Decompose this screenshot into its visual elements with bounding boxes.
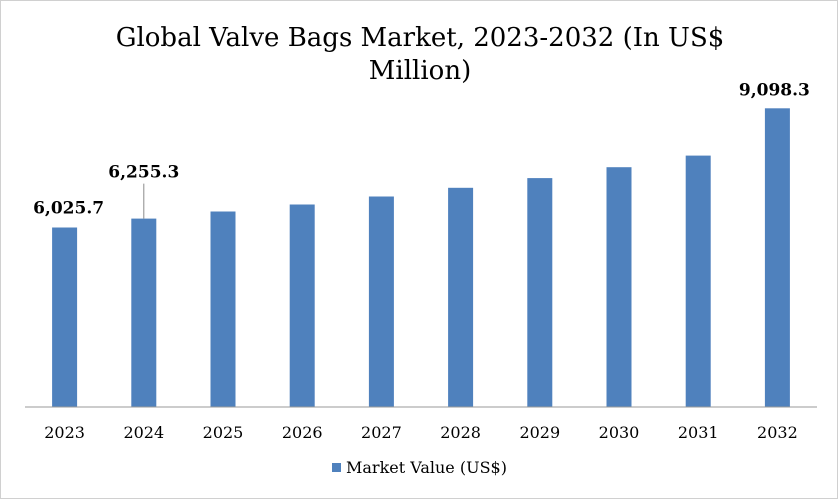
legend-swatch <box>332 463 341 472</box>
x-tick-label-2032: 2032 <box>757 423 798 442</box>
bar-2031 <box>685 155 711 407</box>
bars-group <box>52 108 790 408</box>
x-tick-labels: 2023 2024 2025 2026 2027 2028 2029 2030 2031 2032 <box>44 423 798 442</box>
bar-2025 <box>210 211 236 407</box>
x-tick-label-2026: 2026 <box>282 423 323 442</box>
x-tick-label-2030: 2030 <box>599 423 640 442</box>
data-label-2024: 6,255.3 <box>108 163 179 183</box>
x-tick-label-2025: 2025 <box>203 423 244 442</box>
data-label-2023: 6,025.7 <box>33 199 104 219</box>
data-label-2032: 9,098.3 <box>739 80 810 100</box>
bar-2030 <box>606 167 632 407</box>
bar-2028 <box>448 187 474 407</box>
bar-2027 <box>368 196 394 407</box>
chart-title-line-1: Global Valve Bags Market, 2023-2032 (In … <box>116 23 725 53</box>
x-tick-label-2023: 2023 <box>44 423 85 442</box>
legend: Market Value (US$) <box>332 458 507 477</box>
data-labels-group: 6,025.76,255.3 9,098.3 <box>33 80 810 219</box>
x-tick-label-2027: 2027 <box>361 423 402 442</box>
x-tick-label-2028: 2028 <box>440 423 481 442</box>
x-tick-label-2029: 2029 <box>519 423 560 442</box>
bar-2023 <box>52 227 78 407</box>
bar-2024 <box>131 218 157 407</box>
bar-2029 <box>527 178 553 407</box>
bar-2026 <box>289 204 315 407</box>
x-tick-label-2031: 2031 <box>678 423 719 442</box>
bar-2032 <box>764 108 790 408</box>
x-tick-label-2024: 2024 <box>123 423 164 442</box>
legend-label: Market Value (US$) <box>346 458 507 477</box>
chart-title-line-2: Million) <box>369 56 471 86</box>
